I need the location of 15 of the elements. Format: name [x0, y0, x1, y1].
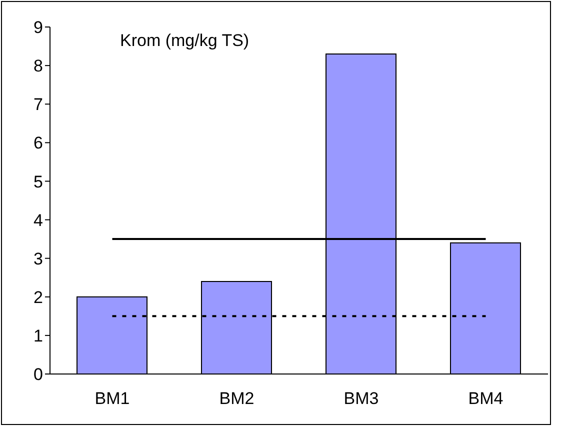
y-tick-label: 8 [34, 56, 43, 76]
y-tick-label: 0 [34, 365, 43, 384]
y-tick-label: 7 [34, 95, 43, 114]
y-tick-label: 6 [34, 134, 43, 153]
y-tick-label: 2 [34, 288, 43, 307]
y-tick-label: 3 [34, 249, 43, 268]
x-tick-label: BM3 [344, 389, 379, 408]
x-tick-label: BM2 [219, 389, 254, 408]
chart-title: Krom (mg/kg TS) [120, 31, 250, 50]
y-tick-label: 1 [34, 326, 43, 346]
y-tick-label: 9 [34, 18, 43, 38]
x-tick-label: BM1 [94, 389, 130, 408]
x-tick-label: BM4 [468, 389, 504, 408]
y-tick-label: 4 [34, 210, 43, 230]
y-tick-label: 5 [34, 172, 43, 192]
